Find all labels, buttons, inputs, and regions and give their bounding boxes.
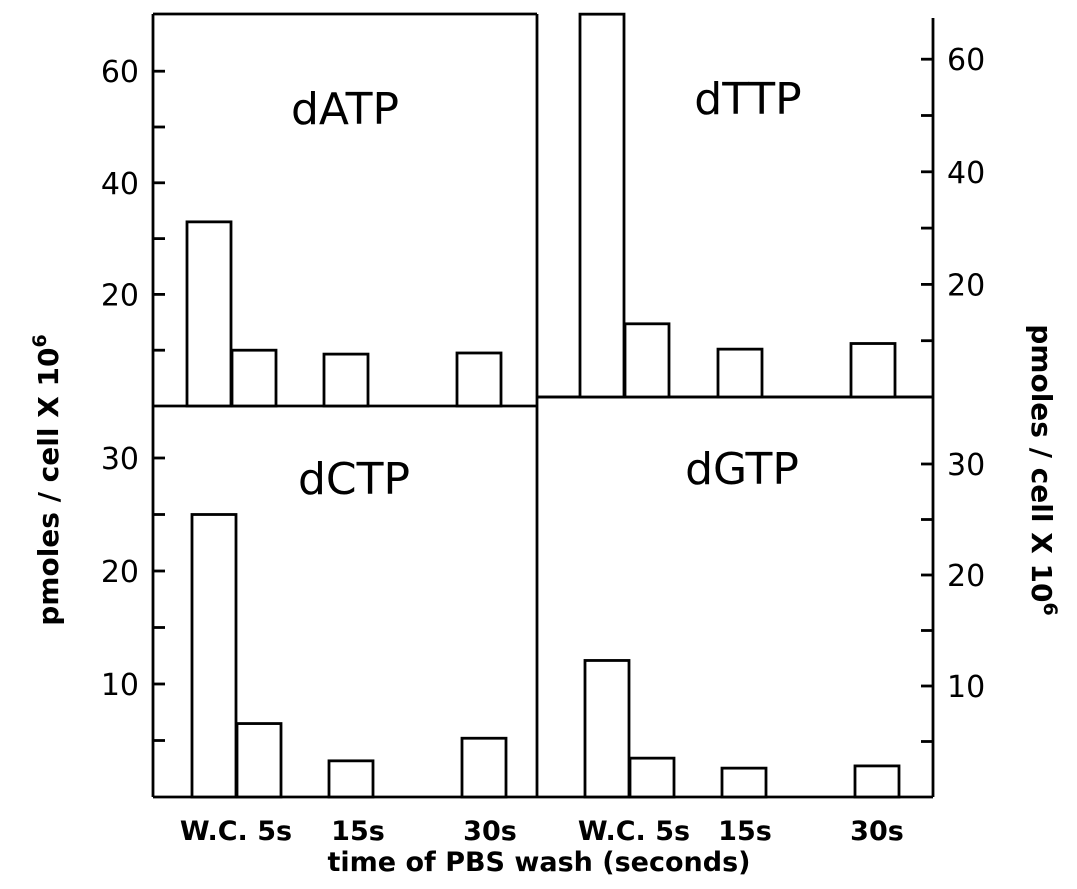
- panel-dTTP: dTTP: [578, 12, 897, 399]
- y-tick-label-dTTP-20: 20: [947, 268, 985, 303]
- x-category-label-right-2: 30s: [850, 816, 904, 847]
- y-tick-label-dATP-40: 40: [101, 167, 139, 202]
- bar-dTTP-W.C.: [578, 12, 626, 399]
- y-axis-title-left: pmoles / cell X 106: [29, 334, 65, 626]
- panel-title-dTTP: dTTP: [694, 74, 801, 125]
- x-category-label-left-0: W.C. 5s: [180, 816, 292, 847]
- bar-dATP-W.C.: [185, 220, 233, 408]
- y-axis-title-right: pmoles / cell X 106: [1025, 324, 1061, 616]
- y-tick-label-dGTP-20: 20: [947, 559, 985, 594]
- bar-dTTP-30s: [849, 342, 897, 399]
- y-axis-title-left-exponent: 6: [29, 334, 51, 347]
- y-tick-label-dTTP-60: 60: [947, 43, 985, 78]
- bar-dTTP-5s: [623, 322, 671, 399]
- x-category-label-right-0: W.C. 5s: [578, 816, 690, 847]
- bar-dATP-15s: [322, 352, 370, 408]
- axis-ticks: 20 40 60 20 40 60 10 20 30 10 20 30: [101, 43, 985, 743]
- y-tick-label-dATP-20: 20: [101, 278, 139, 313]
- panel-title-dCTP: dCTP: [298, 454, 410, 505]
- x-category-label-left-1: 15s: [331, 816, 385, 847]
- y-tick-label-dCTP-20: 20: [101, 555, 139, 590]
- x-category-labels: W.C. 5s 15s 30s W.C. 5s 15s 30s: [180, 816, 904, 847]
- bar-dGTP-15s: [720, 766, 768, 799]
- y-tick-label-dCTP-10: 10: [101, 668, 139, 703]
- bar-dATP-5s: [230, 348, 278, 408]
- panel-dGTP: dGTP: [583, 444, 901, 799]
- y-axis-title-left-text: pmoles / cell X 10: [32, 347, 65, 625]
- bar-dGTP-W.C.: [583, 659, 631, 799]
- panel-title-dATP: dATP: [291, 84, 399, 135]
- bar-dCTP-30s: [460, 736, 508, 799]
- bar-dTTP-15s: [716, 347, 764, 399]
- bar-dCTP-5s: [235, 722, 283, 799]
- bar-dCTP-15s: [327, 759, 375, 799]
- x-category-label-left-2: 30s: [463, 816, 517, 847]
- y-axis-title-right-exponent: 6: [1039, 603, 1061, 616]
- panel-dCTP: dCTP: [190, 454, 508, 799]
- y-tick-label-dGTP-30: 30: [947, 448, 985, 483]
- y-tick-label-dATP-60: 60: [101, 55, 139, 90]
- panels: dATP dTTP dCTP dGTP: [185, 12, 901, 799]
- x-axis-title: time of PBS wash (seconds): [327, 847, 750, 878]
- bar-dCTP-W.C.: [190, 513, 238, 799]
- y-axis-title-right-text: pmoles / cell X 10: [1025, 324, 1058, 602]
- bar-dATP-30s: [455, 351, 503, 408]
- y-tick-label-dCTP-30: 30: [101, 442, 139, 477]
- y-tick-label-dTTP-40: 40: [947, 156, 985, 191]
- panel-dATP: dATP: [185, 84, 503, 408]
- bar-dGTP-30s: [853, 764, 901, 799]
- x-category-label-right-1: 15s: [718, 816, 772, 847]
- bar-dGTP-5s: [628, 756, 676, 799]
- y-tick-label-dGTP-10: 10: [947, 670, 985, 705]
- panel-title-dGTP: dGTP: [685, 444, 799, 495]
